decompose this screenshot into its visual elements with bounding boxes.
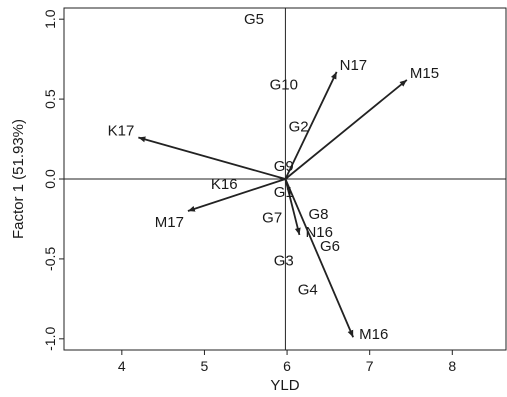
point-label-g4: G4 xyxy=(298,281,318,298)
vector-n16 xyxy=(284,178,301,236)
point-label-g9: G9 xyxy=(274,158,294,175)
x-tick-label-8: 8 xyxy=(448,358,456,374)
point-label-g3: G3 xyxy=(274,253,294,270)
vector-m16 xyxy=(284,178,354,338)
x-tick-label-4: 4 xyxy=(118,358,126,374)
x-axis-title: YLD xyxy=(270,377,299,394)
point-label-g7: G7 xyxy=(262,209,282,226)
y-tick-label-1-0: 1.0 xyxy=(42,9,58,29)
point-label-g1: G1 xyxy=(274,184,294,201)
y-axis-ticks: -1.0 -0.5 0.0 0.5 1.0 xyxy=(42,9,64,351)
x-axis-ticks: 4 5 6 7 8 xyxy=(118,350,456,374)
point-label-g10: G10 xyxy=(270,77,298,94)
x-tick-label-5: 5 xyxy=(201,358,209,374)
vector-m15 xyxy=(284,79,408,180)
y-tick-label-0-5: 0.5 xyxy=(42,89,58,109)
point-label-g6: G6 xyxy=(320,238,340,255)
vector-arrows: N17 M15 K17 M17 N16 M16 xyxy=(108,57,439,343)
vector-label-n16: N16 xyxy=(305,224,333,241)
point-label-g2: G2 xyxy=(289,118,309,135)
vector-m17 xyxy=(187,178,286,212)
vector-label-k17: K17 xyxy=(108,122,135,139)
x-tick-label-6: 6 xyxy=(283,358,291,374)
point-label-g8: G8 xyxy=(308,206,328,223)
vector-k17 xyxy=(138,136,286,180)
vector-label-n17: N17 xyxy=(340,57,368,74)
vector-label-m15: M15 xyxy=(410,65,439,82)
x-tick-label-7: 7 xyxy=(366,358,374,374)
point-label-k16: K16 xyxy=(211,176,238,193)
point-label-g5: G5 xyxy=(244,11,264,28)
y-axis-title: Factor 1 (51.93%) xyxy=(10,119,27,239)
y-tick-label-0-0: 0.0 xyxy=(42,169,58,189)
vector-label-m17: M17 xyxy=(155,214,184,231)
vector-label-m16: M16 xyxy=(359,326,388,343)
y-tick-label--1-0: -1.0 xyxy=(42,327,58,351)
y-tick-label--0-5: -0.5 xyxy=(42,247,58,271)
vector-n17 xyxy=(284,71,338,180)
